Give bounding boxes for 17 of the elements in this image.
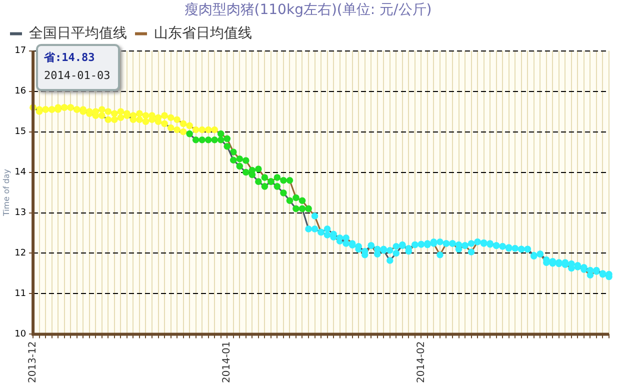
y-axis-title: Time of day [2, 168, 11, 218]
chart-title: 瘦肉型肉猪(110kg左右)(单位: 元/公斤) [184, 2, 432, 18]
y-tick-label: 10 [14, 330, 26, 340]
x-tick-label: 2014-01 [222, 341, 233, 384]
y-tick-label: 14 [14, 168, 26, 178]
legend-label: 全国日平均值线 [29, 25, 127, 42]
y-tick-label: 17 [14, 46, 26, 56]
annotation: 省:14.83 [44, 50, 96, 66]
y-tick-label: 15 [14, 127, 26, 138]
legend-label: 山东省日均值线 [154, 25, 252, 42]
annotation: 2014-01-03 [44, 68, 110, 84]
y-tick-label: 16 [14, 86, 26, 97]
x-tick-label: 2013-12 [28, 341, 39, 384]
y-tick-label: 11 [14, 289, 26, 300]
y-tick-label: 13 [14, 208, 26, 218]
x-tick-label: 2014-02 [416, 341, 427, 384]
y-tick-label: 12 [14, 248, 26, 259]
